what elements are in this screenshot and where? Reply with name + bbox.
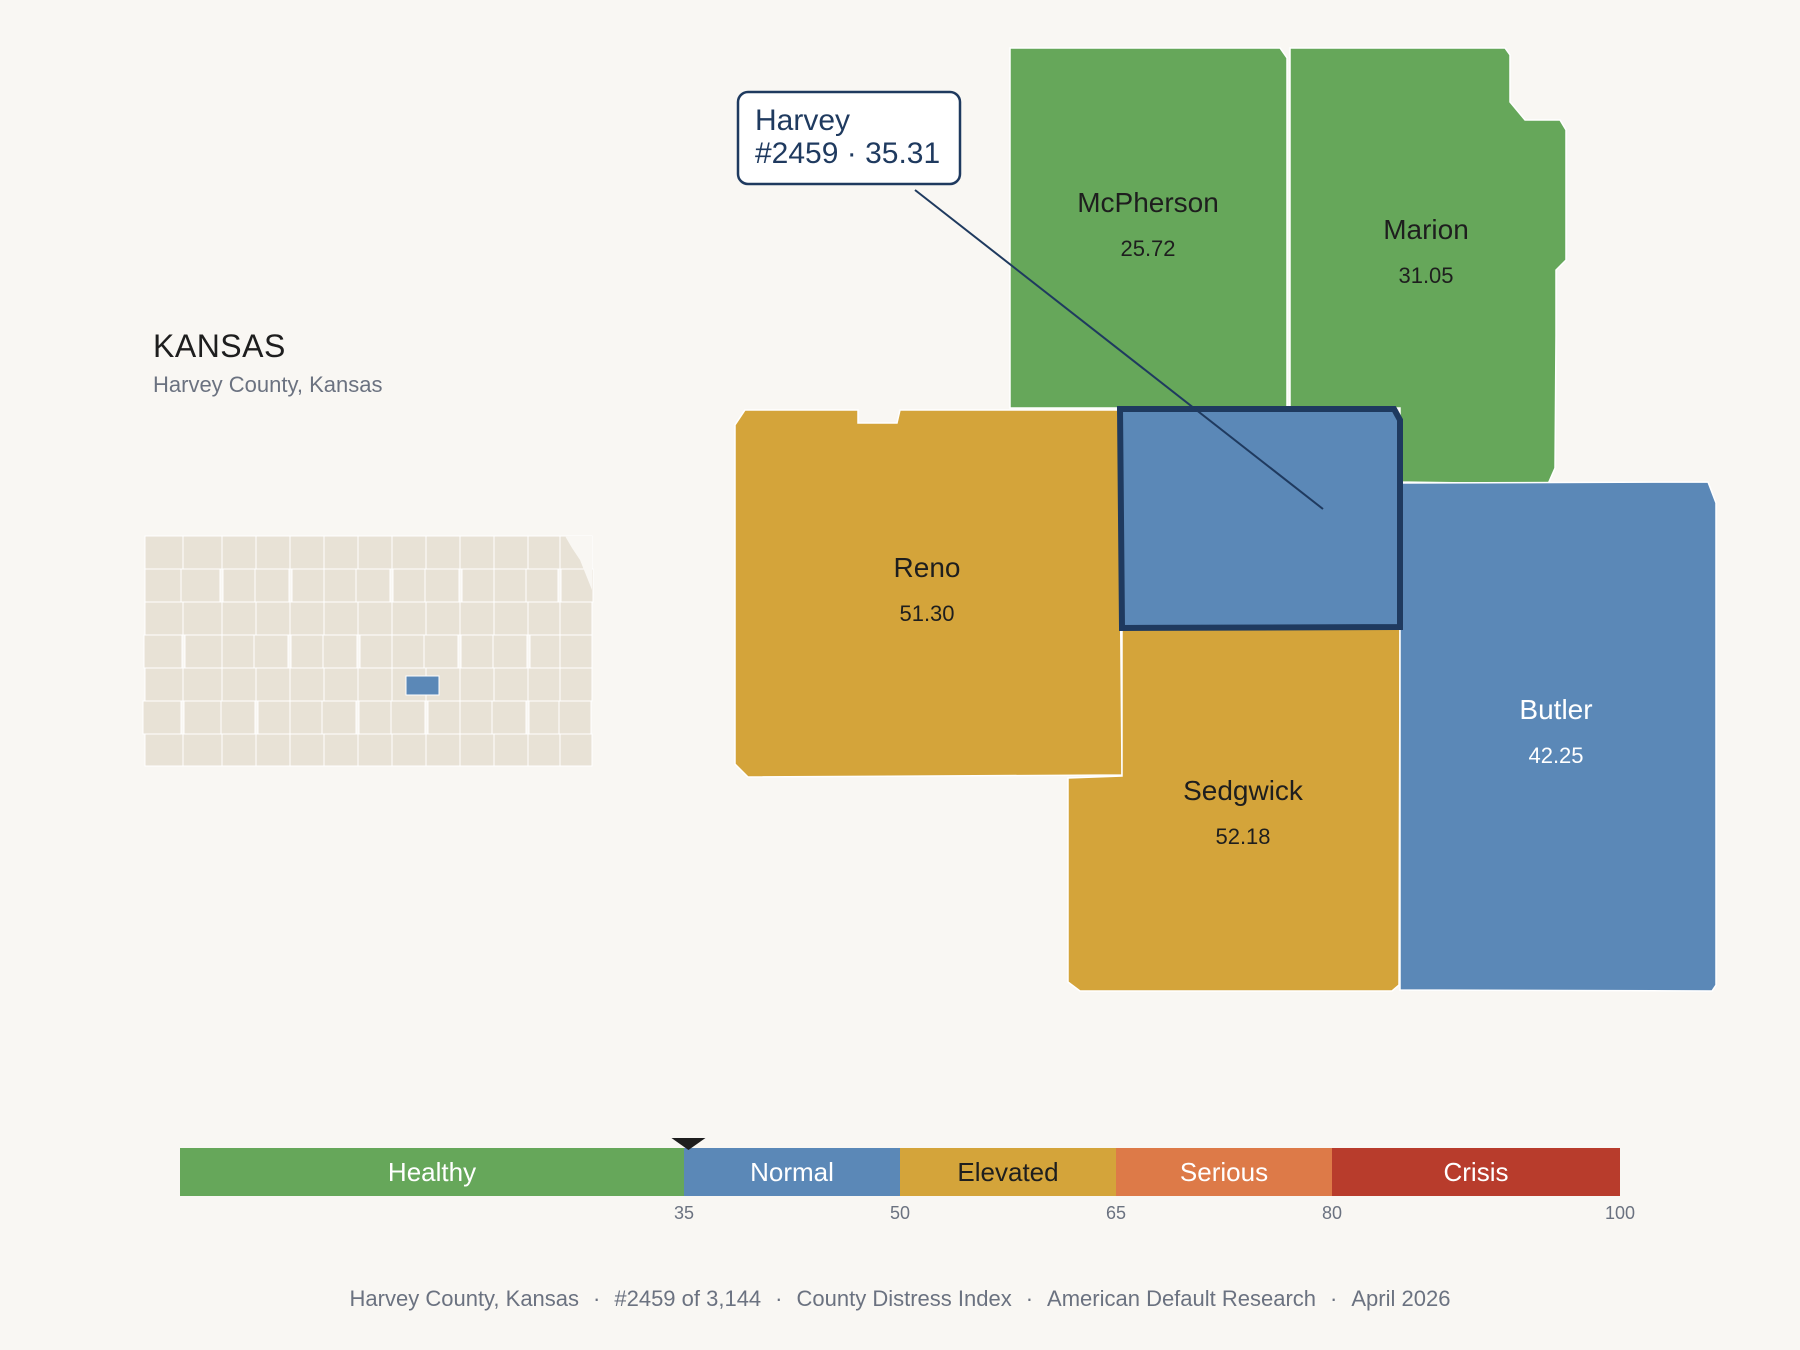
footer-date: April 2026 <box>1351 1286 1451 1311</box>
state-subtitle: Harvey County, Kansas <box>153 372 383 397</box>
callout-rank-score: #2459 · 35.31 <box>755 137 940 170</box>
county-value-butler: 42.25 <box>1528 743 1583 768</box>
callout-box <box>736 90 962 186</box>
footer-location: Harvey County, Kansas <box>349 1286 580 1311</box>
county-label-butler: Butler <box>1519 694 1592 725</box>
county-value-marion: 31.05 <box>1398 263 1453 288</box>
county-label-marion: Marion <box>1383 214 1469 245</box>
footer-index: County Distress Index <box>796 1286 1012 1311</box>
footer-caption: Harvey County, Kansas · #2459 of 3,144 · Cou… <box>349 1286 1451 1311</box>
county-value-reno: 51.30 <box>899 601 954 626</box>
county-harvey[interactable] <box>1116 406 1403 632</box>
footer-rank: #2459 of 3,144 <box>614 1286 762 1311</box>
county-label-reno: Reno <box>894 552 961 583</box>
county-reno[interactable] <box>734 409 1123 778</box>
county-butler[interactable] <box>1399 481 1717 992</box>
county-label-mcpherson: McPherson <box>1077 187 1219 218</box>
county-value-sedgwick: 52.18 <box>1215 824 1270 849</box>
county-value-mcpherson: 25.72 <box>1120 236 1175 261</box>
county-mcpherson[interactable] <box>1009 47 1288 409</box>
state-title: KANSAS <box>153 328 286 364</box>
county-label-sedgwick: Sedgwick <box>1183 775 1304 806</box>
callout-leader-line <box>914 189 1324 510</box>
footer-source: American Default Research <box>1047 1286 1317 1311</box>
callout-county-name: Harvey <box>755 104 850 137</box>
